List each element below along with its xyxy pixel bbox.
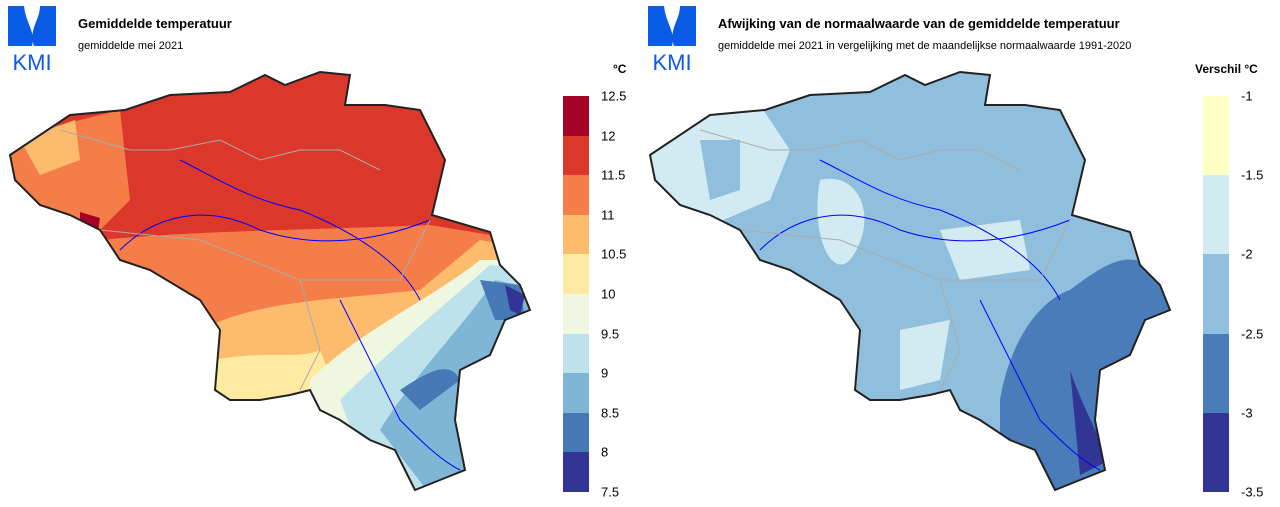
legend-bin [563,135,589,176]
legend-tick-label: 10 [601,286,616,302]
legend-tick-label: 12.5 [601,88,627,104]
legend-tick-label: 10.5 [601,246,627,262]
map-subtitle: gemiddelde mei 2021 in vergelijking met … [718,40,1132,52]
legend-bin [563,175,589,216]
legend-unit: °C [613,62,627,76]
legend-bin [563,333,589,374]
anomaly-map [649,71,1171,491]
temperature-map [9,71,531,491]
temperature-legend: 12.5 12 11.5 11 10.5 10 9.5 9 8.5 8 7.5 [563,89,626,500]
legend-bin [1203,96,1229,176]
legend-tick-label: 11 [601,207,615,223]
legend-tick-label: -1.5 [1241,167,1264,183]
legend-bin [563,452,589,493]
legend-tick-label: 8 [601,444,609,460]
legend-bin [563,373,589,414]
legend-tick-label: 9.5 [601,326,620,342]
legend-tick-label: 9 [601,365,609,381]
map-title: Afwijking van de normaalwaarde van de ge… [718,16,1120,31]
legend-bin [1203,175,1229,255]
legend-bin [563,96,589,137]
svg-text:KMI: KMI [652,50,691,72]
legend-tick-label: 11.5 [601,167,626,183]
legend-tick-label: -3.5 [1241,484,1264,500]
right-panel-temperature-anomaly: KMI Afwijking van de normaalwaarde van d… [640,0,1280,507]
legend-bin [1203,412,1229,493]
legend-bin [563,294,589,335]
legend-bin [1203,333,1229,414]
kmi-logo: KMI [648,6,696,72]
anomaly-legend: -1 -1.5 -2 -2.5 -3 -3.5 [1203,89,1263,500]
legend-tick-label: 7.5 [601,484,620,500]
legend-bin [563,412,589,453]
svg-text:KMI: KMI [12,50,51,72]
map-title: Gemiddelde temperatuur [78,16,232,31]
legend-bin [563,254,589,295]
map-subtitle: gemiddelde mei 2021 [78,40,184,52]
legend-bin [1203,254,1229,335]
legend-tick-label: -1 [1241,88,1253,104]
legend-tick-label: -2.5 [1241,326,1264,342]
legend-tick-label: -2 [1241,246,1253,262]
legend-tick-label: 12 [601,128,616,144]
left-panel-mean-temperature: KMI Gemiddelde temperatuur gemiddelde me… [8,6,627,500]
kmi-logo: KMI [8,6,56,72]
legend-tick-label: 8.5 [601,405,620,421]
legend-bin [563,214,589,255]
legend-tick-label: -3 [1241,405,1253,421]
legend-unit: Verschil °C [1195,62,1258,76]
